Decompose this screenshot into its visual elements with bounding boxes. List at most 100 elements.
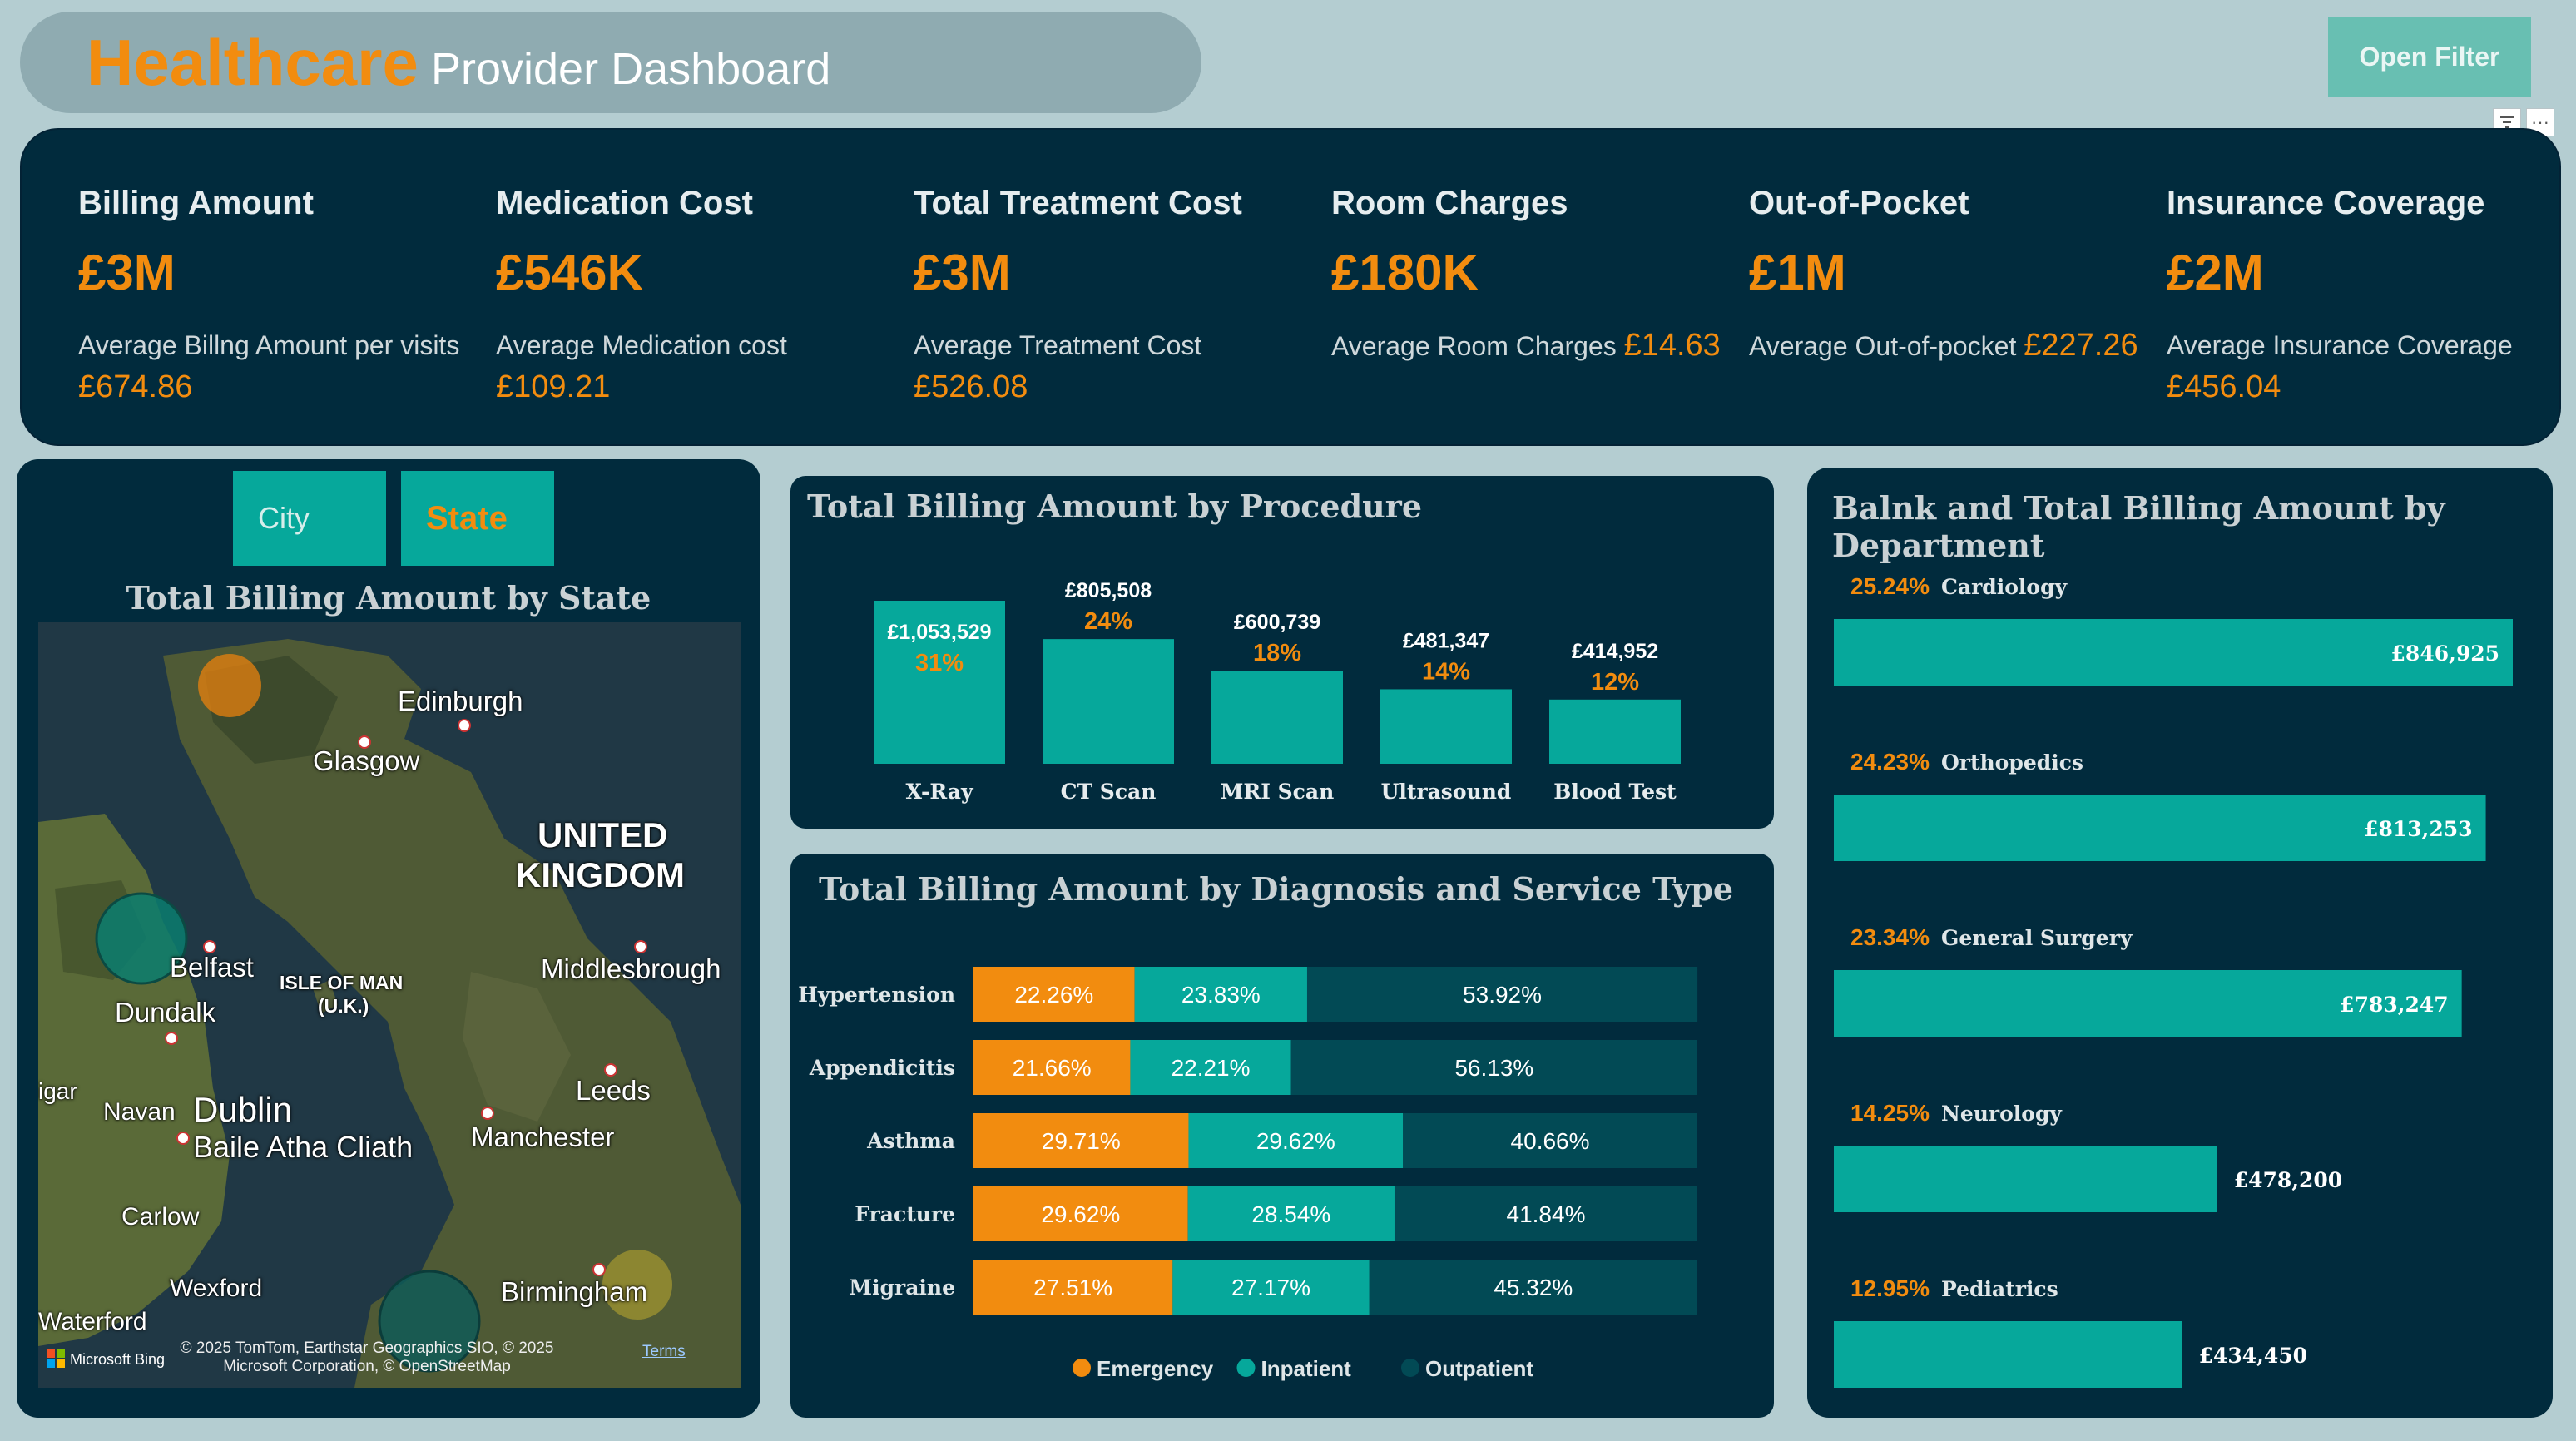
department-chart: 25.24% Cardiology £846,925 24.23% Orthopedic… [1834, 573, 2513, 1388]
department-category-label: Cardiology [1941, 575, 2068, 599]
department-chart-title: Balnk and Total Billing Amount by Depart… [1832, 489, 2445, 564]
procedure-value-label: £481,347 [1403, 629, 1489, 652]
procedure-value-label: £1,053,529 [887, 621, 991, 644]
procedure-category-label: CT Scan [1061, 780, 1157, 804]
diagnosis-segment-label: 23.83% [1181, 982, 1261, 1008]
department-bar[interactable] [1834, 795, 2486, 861]
department-percent-label: 23.34% [1850, 924, 1930, 950]
map-label-baile-atha-cliath: Baile Atha Cliath [193, 1130, 414, 1164]
map-label-waterford: Waterford [38, 1308, 147, 1335]
department-category-label: Orthopedics [1941, 750, 2083, 775]
diagnosis-category-label: Fracture [855, 1202, 955, 1226]
procedure-bar[interactable] [1549, 699, 1681, 764]
diagnosis-segment-emergency[interactable] [973, 1113, 1189, 1168]
diagnosis-segment-label: 53.92% [1463, 982, 1542, 1008]
department-bar[interactable] [1834, 1146, 2217, 1212]
kpi-subtitle: Average Out-of-pocket £227.26 [1749, 324, 2140, 367]
diagnosis-segment-label: 45.32% [1494, 1275, 1573, 1300]
map-title: Total Billing Amount by State [126, 579, 651, 617]
open-filter-button[interactable]: Open Filter [2328, 17, 2531, 97]
diagnosis-segment-outpatient[interactable] [1394, 1186, 1697, 1241]
kpi-sub-label: Average Out-of-pocket [1749, 331, 2017, 361]
city-dot [176, 1132, 190, 1145]
diagnosis-segment-outpatient[interactable] [1403, 1113, 1697, 1168]
map-panel: City State Total Billing Amount by State… [17, 459, 760, 1418]
procedure-chart-title: Total Billing Amount by Procedure [807, 488, 1422, 525]
diagnosis-segment-emergency[interactable] [973, 1186, 1188, 1241]
diagnosis-segment-emergency[interactable] [973, 1260, 1173, 1315]
kpi-value: £3M [914, 245, 1011, 300]
map-label-belfast: Belfast [170, 952, 254, 983]
diagnosis-segment-emergency[interactable] [973, 1040, 1131, 1095]
procedure-value-label: £600,739 [1234, 611, 1320, 634]
map-view[interactable]: Edinburgh Glasgow UNITED KINGDOM Belfast… [38, 622, 741, 1388]
legend-swatch [1073, 1359, 1091, 1377]
procedure-category-label: Blood Test [1553, 780, 1677, 804]
department-bar[interactable] [1834, 619, 2513, 686]
kpi-title: Billing Amount [78, 185, 314, 221]
kpi-card: Out-of-Pocket £1M Average Out-of-pocket £2… [1749, 185, 2140, 367]
procedure-percent-label: 31% [915, 650, 964, 676]
state-tab-button[interactable]: State [401, 471, 554, 566]
diagnosis-segment-label: 27.17% [1231, 1275, 1310, 1300]
department-category-label: Neurology [1941, 1102, 2063, 1126]
kpi-sub-value: £109.21 [496, 369, 611, 404]
kpi-sub-value: £14.63 [1623, 328, 1721, 363]
department-category-label: Pediatrics [1941, 1277, 2058, 1301]
kpi-subtitle: Average Insurance Coverage £456.04 [2167, 324, 2558, 409]
kpi-sub-value: £526.08 [914, 369, 1028, 404]
diagnosis-segment-label: 29.62% [1041, 1201, 1120, 1227]
procedure-percent-label: 12% [1591, 669, 1639, 696]
map-label-kingdom: KINGDOM [516, 855, 685, 894]
bing-logo-icon [47, 1349, 65, 1368]
city-dot [634, 940, 647, 953]
department-value-label: £434,450 [2199, 1344, 2307, 1368]
department-percent-label: 14.25% [1850, 1100, 1930, 1126]
diagnosis-segment-inpatient[interactable] [1130, 1040, 1291, 1095]
diagnosis-chart-panel: Total Billing Amount by Diagnosis and Se… [790, 854, 1774, 1418]
procedure-bar[interactable] [874, 601, 1005, 764]
bing-label: Microsoft Bing [70, 1351, 166, 1368]
department-percent-label: 25.24% [1850, 573, 1930, 599]
procedure-bar[interactable] [1211, 671, 1343, 764]
map-label-wexford: Wexford [170, 1275, 263, 1302]
city-dot [592, 1263, 606, 1276]
procedure-bar[interactable] [1043, 639, 1174, 764]
kpi-sub-value: £227.26 [2024, 328, 2138, 363]
diagnosis-segment-emergency[interactable] [973, 967, 1135, 1022]
city-dot [203, 940, 216, 953]
legend-label: Outpatient [1425, 1356, 1533, 1381]
department-percent-label: 24.23% [1850, 749, 1930, 775]
diagnosis-segment-label: 22.21% [1172, 1055, 1251, 1081]
city-tab-button[interactable]: City [233, 471, 386, 566]
map-attribution: © 2025 TomTom, Earthstar Geographics SIO… [180, 1339, 554, 1375]
kpi-title: Total Treatment Cost [914, 185, 1242, 221]
diagnosis-category-label: Migraine [849, 1275, 955, 1300]
legend-swatch [1401, 1359, 1419, 1377]
department-bar[interactable] [1834, 1321, 2182, 1388]
department-bar[interactable] [1834, 970, 2462, 1037]
diagnosis-segment-label: 29.62% [1256, 1128, 1335, 1154]
map-label-glasgow: Glasgow [313, 745, 420, 776]
kpi-card: Billing Amount £3M Average Billng Amount p… [78, 185, 469, 409]
diagnosis-segment-outpatient[interactable] [1369, 1260, 1697, 1315]
procedure-bar[interactable] [1380, 689, 1512, 764]
diagnosis-segment-inpatient[interactable] [1172, 1260, 1370, 1315]
map-label-dundalk: Dundalk [115, 997, 216, 1028]
map-label-navan: Navan [103, 1098, 176, 1126]
procedure-value-label: £805,508 [1065, 579, 1152, 602]
diagnosis-segment-label: 21.66% [1013, 1055, 1092, 1081]
diagnosis-chart-title: Total Billing Amount by Diagnosis and Se… [819, 870, 1734, 908]
diagnosis-segment-outpatient[interactable] [1290, 1040, 1697, 1095]
map-terms-link[interactable]: Terms [642, 1343, 686, 1360]
kpi-subtitle: Average Room Charges £14.63 [1331, 324, 1722, 367]
diagnosis-segment-inpatient[interactable] [1134, 967, 1307, 1022]
department-chart-panel: Balnk and Total Billing Amount by Depart… [1807, 468, 2553, 1418]
procedure-category-label: MRI Scan [1221, 780, 1335, 804]
procedure-percent-label: 18% [1253, 640, 1301, 666]
legend-label: Emergency [1097, 1356, 1214, 1381]
city-dot [458, 719, 471, 732]
diagnosis-segment-inpatient[interactable] [1188, 1113, 1404, 1168]
diagnosis-segment-outpatient[interactable] [1306, 967, 1698, 1022]
diagnosis-segment-inpatient[interactable] [1187, 1186, 1395, 1241]
